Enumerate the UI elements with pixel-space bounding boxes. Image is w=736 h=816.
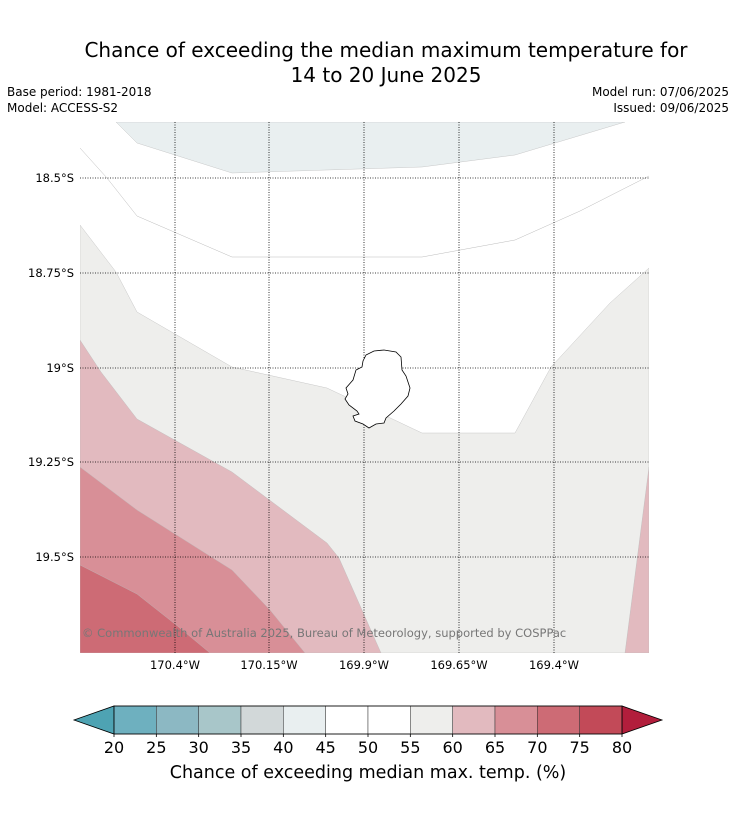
meta-left: Base period: 1981-2018 Model: ACCESS-S2 xyxy=(7,84,152,116)
lat-label-18-5: 18.5°S xyxy=(35,171,74,185)
title-line-2: 14 to 20 June 2025 xyxy=(290,63,482,87)
niue-island-outline xyxy=(344,349,411,429)
lat-label-19: 19°S xyxy=(46,361,74,375)
colorbar-band-b20_25 xyxy=(113,705,157,735)
colorbar-ticks: 20 25 30 35 40 45 50 55 60 65 70 75 80 xyxy=(104,734,632,757)
colorbar-band-b35_40 xyxy=(240,705,284,735)
colorbar-bands xyxy=(113,705,623,735)
colorbar-tick-label: 55 xyxy=(400,738,420,757)
colorbar-tick-label: 75 xyxy=(569,738,589,757)
title-line-1: Chance of exceeding the median maximum t… xyxy=(84,38,688,62)
lon-label-169-65: 169.65°W xyxy=(430,658,487,672)
colorbar-band-b55_60 xyxy=(410,705,453,735)
colorbar-tick-label: 60 xyxy=(442,738,462,757)
colorbar-band-b65_70 xyxy=(494,705,538,735)
latitude-labels: 18.5°S 18.75°S 19°S 19.25°S 19.5°S xyxy=(28,171,74,564)
colorbar-tick-label: 65 xyxy=(485,738,505,757)
colorbar-tick-label: 45 xyxy=(315,738,335,757)
colorbar-band-b25_30 xyxy=(156,705,199,735)
lon-label-169-4: 169.4°W xyxy=(529,658,579,672)
colorbar-over-arrow xyxy=(621,705,664,735)
issued-date: Issued: 09/06/2025 xyxy=(613,101,729,115)
contour-line-50-upper xyxy=(80,147,649,258)
colorbar-band-b45_50 xyxy=(325,705,369,735)
lat-label-18-75: 18.75°S xyxy=(28,266,74,280)
base-period: Base period: 1981-2018 xyxy=(7,85,152,99)
model-name: Model: ACCESS-S2 xyxy=(7,101,119,115)
colorbar-band-b40_45 xyxy=(283,705,326,735)
colorbar-band-b30_35 xyxy=(198,705,242,735)
colorbar-tick-label: 70 xyxy=(527,738,547,757)
colorbar-under-arrow xyxy=(72,705,115,735)
meta-right: Model run: 07/06/2025 Issued: 09/06/2025 xyxy=(592,84,729,116)
colorbar-tick-label: 25 xyxy=(146,738,166,757)
lon-label-169-9: 169.9°W xyxy=(339,658,389,672)
copyright-text: © Commonwealth of Australia 2025, Bureau… xyxy=(82,626,566,640)
model-run: Model run: 07/06/2025 xyxy=(591,85,729,99)
lat-label-19-5: 19.5°S xyxy=(35,550,74,564)
colorbar-label: Chance of exceeding median max. temp. (%… xyxy=(170,763,567,783)
colorbar-tick-label: 80 xyxy=(612,738,632,757)
longitude-labels: 170.4°W 170.15°W 169.9°W 169.65°W 169.4°… xyxy=(150,658,579,672)
colorbar-band-b75_80 xyxy=(579,705,623,735)
lat-label-19-25: 19.25°S xyxy=(28,455,74,469)
region-40-45 xyxy=(115,122,626,174)
region-60-65-right xyxy=(624,466,649,653)
region-70-75 xyxy=(80,564,211,653)
colorbar-band-b60_65 xyxy=(452,705,496,735)
lon-label-170-15: 170.15°W xyxy=(240,658,297,672)
colorbar: 20 25 30 35 40 45 50 55 60 65 70 75 80 Chance of exc… xyxy=(72,705,664,783)
lon-label-170-4: 170.4°W xyxy=(150,658,200,672)
colorbar-tick-label: 50 xyxy=(358,738,378,757)
colorbar-band-b70_75 xyxy=(537,705,580,735)
map-title: Chance of exceeding the median maximum t… xyxy=(0,38,736,88)
map-area: © Commonwealth of Australia 2025, Bureau… xyxy=(80,122,649,653)
colorbar-tick-label: 20 xyxy=(104,738,124,757)
colorbar-tick-label: 30 xyxy=(188,738,208,757)
colorbar-tick-label: 35 xyxy=(231,738,251,757)
colorbar-tick-label: 40 xyxy=(273,738,293,757)
colorbar-band-b50_55 xyxy=(367,705,411,735)
